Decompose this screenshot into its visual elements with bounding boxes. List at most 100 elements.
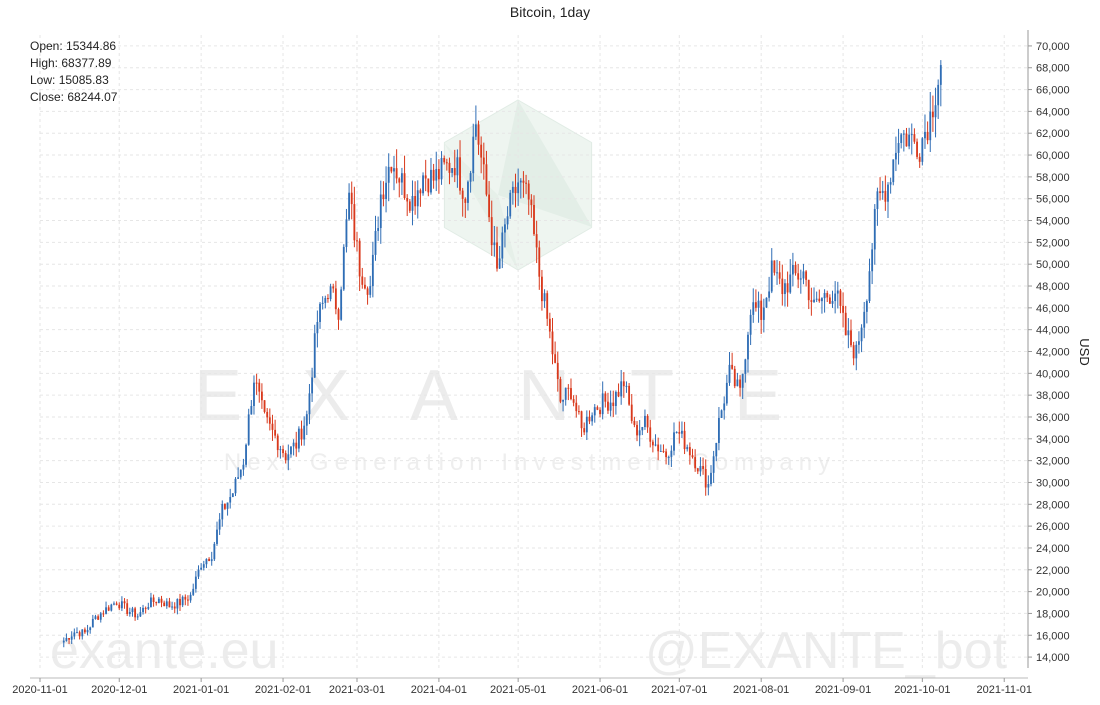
- y-tick-label: 64,000: [1036, 106, 1070, 118]
- candle-body: [501, 232, 504, 259]
- candle-body: [488, 194, 491, 218]
- candle-body: [223, 504, 226, 509]
- candle-body: [762, 307, 765, 320]
- candle-body: [179, 598, 181, 606]
- candle-body: [493, 242, 496, 246]
- candle-body: [617, 391, 620, 397]
- candle-body: [319, 303, 321, 323]
- candle-body: [430, 169, 432, 193]
- candle-body: [168, 601, 171, 608]
- x-tick-label: 2021-05-01: [490, 684, 546, 696]
- candle-body: [659, 450, 662, 452]
- candle-body: [744, 359, 747, 374]
- candle-body: [651, 441, 654, 446]
- candle-body: [334, 288, 337, 310]
- ohlc-close-row: Close: 68244.07: [30, 89, 117, 106]
- candle-body: [337, 309, 340, 320]
- candle-body: [448, 162, 451, 173]
- y-tick-label: 26,000: [1036, 521, 1070, 533]
- candle-body: [358, 240, 361, 277]
- candle-body: [583, 428, 586, 433]
- candle-body: [427, 178, 430, 193]
- candle-body: [929, 111, 932, 141]
- candle-body: [250, 406, 253, 415]
- candle-body: [778, 272, 781, 279]
- candle-body: [641, 427, 644, 431]
- x-tick-label: 2021-06-01: [572, 684, 628, 696]
- candle-body: [282, 449, 284, 454]
- candle-body: [818, 298, 821, 302]
- candle-body: [710, 472, 712, 485]
- candle-body: [126, 603, 129, 614]
- candle-body: [873, 208, 876, 250]
- candle-body: [696, 468, 699, 472]
- candle-body: [683, 430, 686, 450]
- ohlc-open-value: 15344.86: [66, 39, 117, 53]
- candle-body: [266, 411, 269, 418]
- candle-body: [588, 416, 591, 422]
- candle-body: [173, 606, 176, 609]
- candle-body: [612, 402, 615, 407]
- candle-body: [844, 312, 847, 336]
- candle-body: [591, 415, 594, 422]
- candle-body: [73, 632, 76, 637]
- candle-body: [176, 598, 179, 609]
- candle-body: [757, 300, 760, 308]
- candle-body: [551, 331, 554, 355]
- candle-body: [393, 168, 395, 172]
- candle-body: [385, 182, 387, 200]
- candle-body: [290, 446, 292, 455]
- candle-body: [667, 456, 670, 458]
- candle-body: [340, 289, 343, 320]
- candle-body: [931, 111, 934, 118]
- candle-body: [908, 134, 911, 147]
- candle-body: [165, 601, 168, 607]
- candle-body: [596, 407, 599, 410]
- candle-body: [889, 182, 892, 185]
- candle-body: [813, 299, 815, 302]
- candle-body: [134, 608, 137, 618]
- candle-body: [115, 603, 118, 605]
- candle-body: [157, 598, 160, 604]
- candle-body: [374, 230, 377, 255]
- candle-body: [852, 345, 855, 359]
- watermark-logo-facet-icon: [498, 100, 592, 227]
- candle-body: [258, 382, 261, 392]
- candle-body: [78, 632, 81, 637]
- candle-body: [654, 444, 657, 446]
- candle-body: [345, 219, 348, 247]
- ohlc-readout: Open: 15344.86 High: 68377.89 Low: 15085…: [30, 38, 117, 106]
- candle-body: [253, 382, 255, 407]
- candle-body: [556, 362, 559, 380]
- candle-body: [863, 311, 866, 328]
- candle-body: [152, 597, 155, 602]
- candle-body: [255, 382, 258, 384]
- candle-body: [361, 276, 364, 285]
- candle-body: [445, 162, 448, 164]
- candle-body: [691, 455, 694, 458]
- y-tick-label: 14,000: [1036, 652, 1070, 664]
- candle-body: [107, 607, 110, 611]
- y-tick-label: 50,000: [1036, 259, 1070, 271]
- candle-body: [422, 175, 424, 194]
- candle-body: [62, 640, 65, 643]
- candle-body: [366, 288, 369, 295]
- candle-body: [593, 407, 596, 416]
- candle-body: [633, 420, 636, 425]
- candle-body: [599, 409, 601, 415]
- candle-body: [805, 271, 808, 280]
- candle-body: [453, 168, 456, 176]
- candle-body: [736, 379, 739, 387]
- candle-body: [842, 305, 845, 313]
- candle-body: [472, 136, 475, 174]
- candle-body: [76, 632, 78, 634]
- y-tick-label: 70,000: [1036, 41, 1070, 53]
- candle-body: [200, 567, 203, 570]
- candle-body: [356, 240, 358, 242]
- candle-body: [686, 447, 689, 450]
- candle-body: [403, 173, 406, 199]
- x-tick-label: 2021-10-01: [894, 684, 950, 696]
- candle-body: [411, 196, 414, 211]
- y-tick-label: 66,000: [1036, 85, 1070, 97]
- candle-body: [480, 144, 483, 158]
